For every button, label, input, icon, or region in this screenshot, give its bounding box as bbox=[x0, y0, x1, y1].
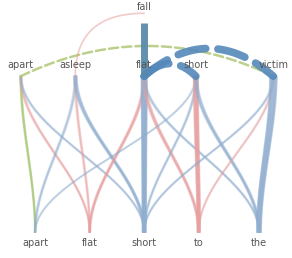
Text: short: short bbox=[183, 60, 208, 70]
Text: apart: apart bbox=[8, 60, 34, 70]
Text: the: the bbox=[251, 238, 267, 248]
Text: to: to bbox=[194, 238, 204, 248]
Text: victim: victim bbox=[258, 60, 288, 70]
Text: apart: apart bbox=[22, 238, 48, 248]
Text: flat: flat bbox=[136, 60, 152, 70]
Text: short: short bbox=[132, 238, 157, 248]
Text: flat: flat bbox=[82, 238, 98, 248]
Text: fall: fall bbox=[137, 2, 152, 12]
Text: asleep: asleep bbox=[59, 60, 91, 70]
